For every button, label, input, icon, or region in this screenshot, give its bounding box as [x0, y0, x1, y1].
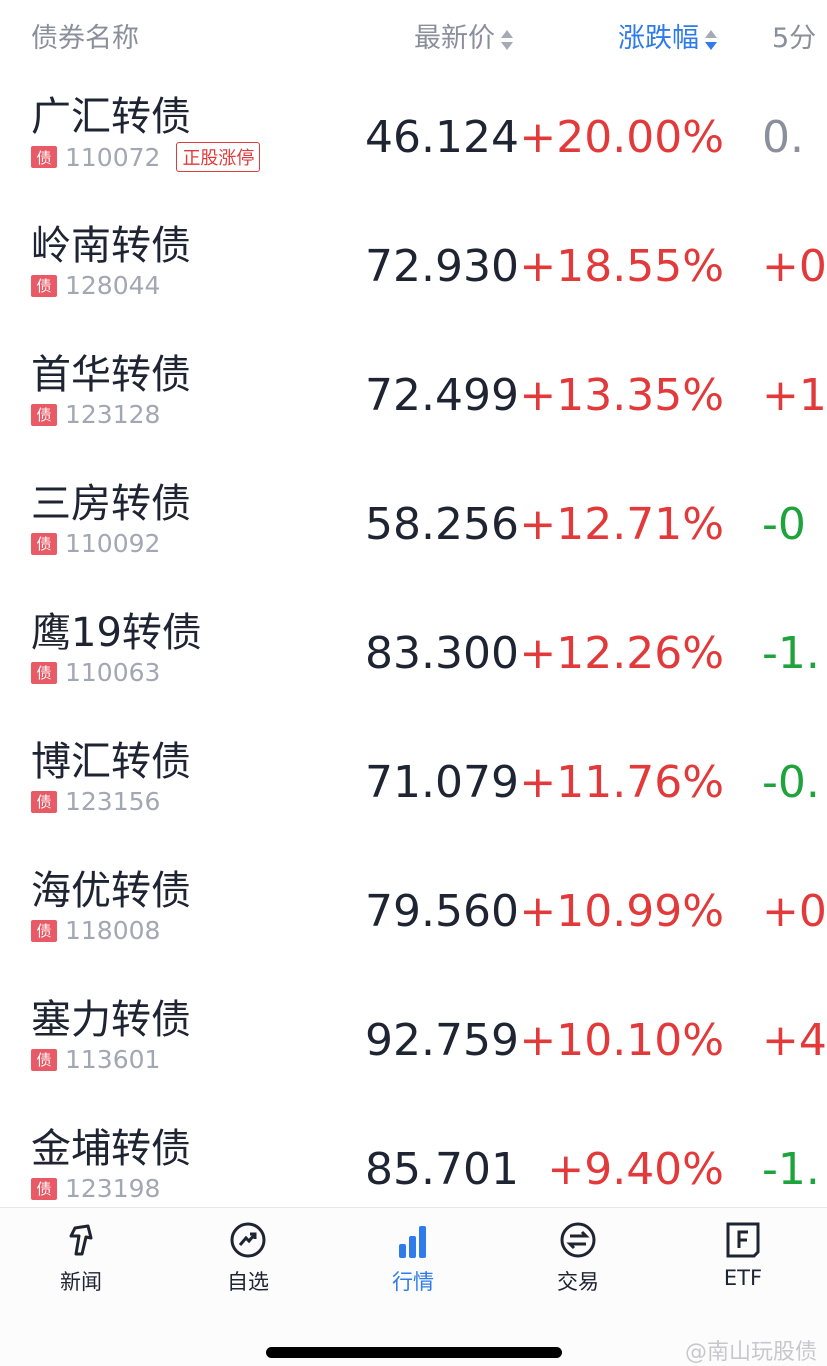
change-pct: +12.26% [519, 628, 724, 679]
change-pct: +9.40% [547, 1144, 724, 1195]
bond-badge: 债 [31, 274, 57, 297]
bond-code: 110072 [65, 142, 161, 172]
sort-icon [705, 29, 717, 51]
tab-etf[interactable]: ETF [693, 1220, 793, 1290]
latest-price: 71.079 [365, 757, 519, 808]
tab-watchlist[interactable]: 自选 [198, 1220, 298, 1296]
bond-badge: 债 [31, 919, 57, 942]
change-5min: +0. [762, 886, 827, 937]
latest-price: 92.759 [365, 1015, 519, 1066]
bar-chart-icon [399, 1226, 426, 1258]
change-5min: -0 [762, 499, 806, 550]
latest-price: 58.256 [365, 499, 519, 550]
exchange-icon [560, 1222, 596, 1258]
change-5min: -0. [762, 757, 820, 808]
bond-code: 123128 [65, 400, 161, 429]
bond-name: 塞力转债 [31, 997, 191, 1043]
bond-name: 鹰19转债 [31, 610, 202, 656]
bond-row[interactable]: 金埔转债 债 123198 85.701 +9.40% -1. [0, 1104, 827, 1233]
watermark: @南山玩股债 [684, 1340, 817, 1365]
change-5min: +4. [762, 1015, 827, 1066]
bond-row[interactable]: 博汇转债 债 123156 71.079 +11.76% -0. [0, 717, 827, 846]
sort-icon [501, 29, 513, 51]
bond-code: 113601 [65, 1045, 161, 1074]
trend-circle-icon [230, 1222, 266, 1258]
latest-price: 46.124 [365, 112, 519, 163]
change-5min: 0. [762, 112, 804, 163]
home-indicator[interactable] [266, 1347, 562, 1358]
bond-code: 128044 [65, 271, 161, 300]
header-5min[interactable]: 5分 [772, 23, 817, 54]
latest-price: 72.499 [365, 370, 519, 421]
tab-trade[interactable]: 交易 [528, 1220, 628, 1296]
change-pct: +20.00% [519, 112, 724, 163]
bond-row[interactable]: 鹰19转债 债 110063 83.300 +12.26% -1. [0, 588, 827, 717]
tab-market[interactable]: 行情 [363, 1220, 463, 1296]
latest-price: 72.930 [365, 241, 519, 292]
latest-price: 83.300 [365, 628, 519, 679]
change-5min: +0. [762, 241, 827, 292]
change-5min: -1. [762, 1144, 820, 1195]
change-pct: +12.71% [519, 499, 724, 550]
bond-name: 海优转债 [31, 868, 191, 914]
bond-badge: 债 [31, 403, 57, 426]
bond-badge: 债 [31, 532, 57, 555]
bond-name: 岭南转债 [31, 223, 191, 269]
bond-row[interactable]: 三房转债 债 110092 58.256 +12.71% -0 [0, 459, 827, 588]
bond-row[interactable]: 广汇转债 债 110072 正股涨停 46.124 +20.00% 0. [0, 72, 827, 201]
etf-f-icon [726, 1222, 760, 1258]
change-pct: +10.10% [519, 1015, 724, 1066]
bond-row[interactable]: 塞力转债 债 113601 92.759 +10.10% +4. [0, 975, 827, 1104]
bond-badge: 债 [31, 1177, 57, 1200]
bond-row[interactable]: 岭南转债 债 128044 72.930 +18.55% +0. [0, 201, 827, 330]
bond-badge: 债 [31, 661, 57, 684]
news-pin-icon [69, 1224, 93, 1256]
latest-price: 79.560 [365, 886, 519, 937]
change-pct: +18.55% [519, 241, 724, 292]
change-pct: +13.35% [519, 370, 724, 421]
tab-bar: 新闻 自选 行情 交易 ETF [0, 1207, 827, 1366]
bond-row[interactable]: 海优转债 债 118008 79.560 +10.99% +0. [0, 846, 827, 975]
change-pct: +11.76% [519, 757, 724, 808]
bond-name: 首华转债 [31, 352, 191, 398]
tab-news[interactable]: 新闻 [31, 1220, 131, 1296]
bond-name: 广汇转债 [31, 94, 191, 140]
bond-code: 110092 [65, 529, 161, 558]
latest-price: 85.701 [365, 1144, 519, 1195]
list-header: 债券名称 最新价 涨跌幅 5分 [0, 0, 827, 70]
bond-code: 118008 [65, 916, 161, 945]
bond-code: 123198 [65, 1174, 161, 1203]
limit-up-tag: 正股涨停 [176, 142, 261, 172]
change-5min: +1. [762, 370, 827, 421]
bond-name: 博汇转债 [31, 739, 191, 785]
bond-badge: 债 [31, 790, 57, 813]
bond-code: 123156 [65, 787, 161, 816]
bond-row[interactable]: 首华转债 债 123128 72.499 +13.35% +1. [0, 330, 827, 459]
bond-name: 金埔转债 [31, 1126, 191, 1172]
change-5min: -1. [762, 628, 820, 679]
bond-badge: 债 [31, 1048, 57, 1071]
header-name: 债券名称 [31, 23, 139, 54]
sort-price[interactable]: 最新价 [414, 16, 513, 55]
bond-badge: 债 [31, 146, 57, 168]
sort-change[interactable]: 涨跌幅 [618, 16, 717, 55]
bond-code: 110063 [65, 658, 161, 687]
bond-name: 三房转债 [31, 481, 191, 527]
change-pct: +10.99% [519, 886, 724, 937]
